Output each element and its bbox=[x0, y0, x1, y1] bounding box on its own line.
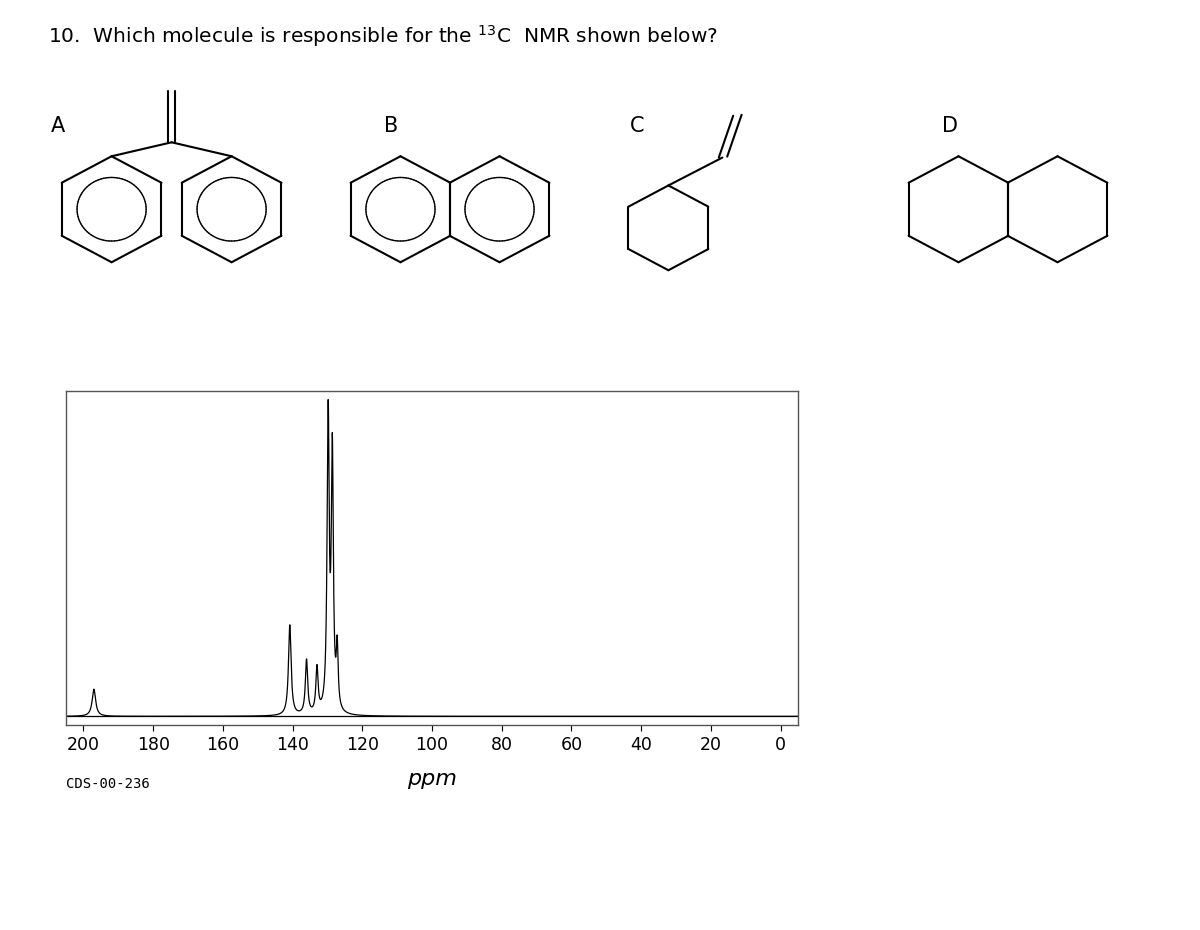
Text: A: A bbox=[50, 116, 65, 137]
Text: ppm: ppm bbox=[407, 769, 457, 789]
Text: D: D bbox=[942, 116, 958, 137]
Text: B: B bbox=[384, 116, 398, 137]
Text: C: C bbox=[630, 116, 644, 137]
Text: 10.  Which molecule is responsible for the $^{13}$C  NMR shown below?: 10. Which molecule is responsible for th… bbox=[48, 23, 718, 49]
Text: CDS-00-236: CDS-00-236 bbox=[66, 777, 150, 790]
